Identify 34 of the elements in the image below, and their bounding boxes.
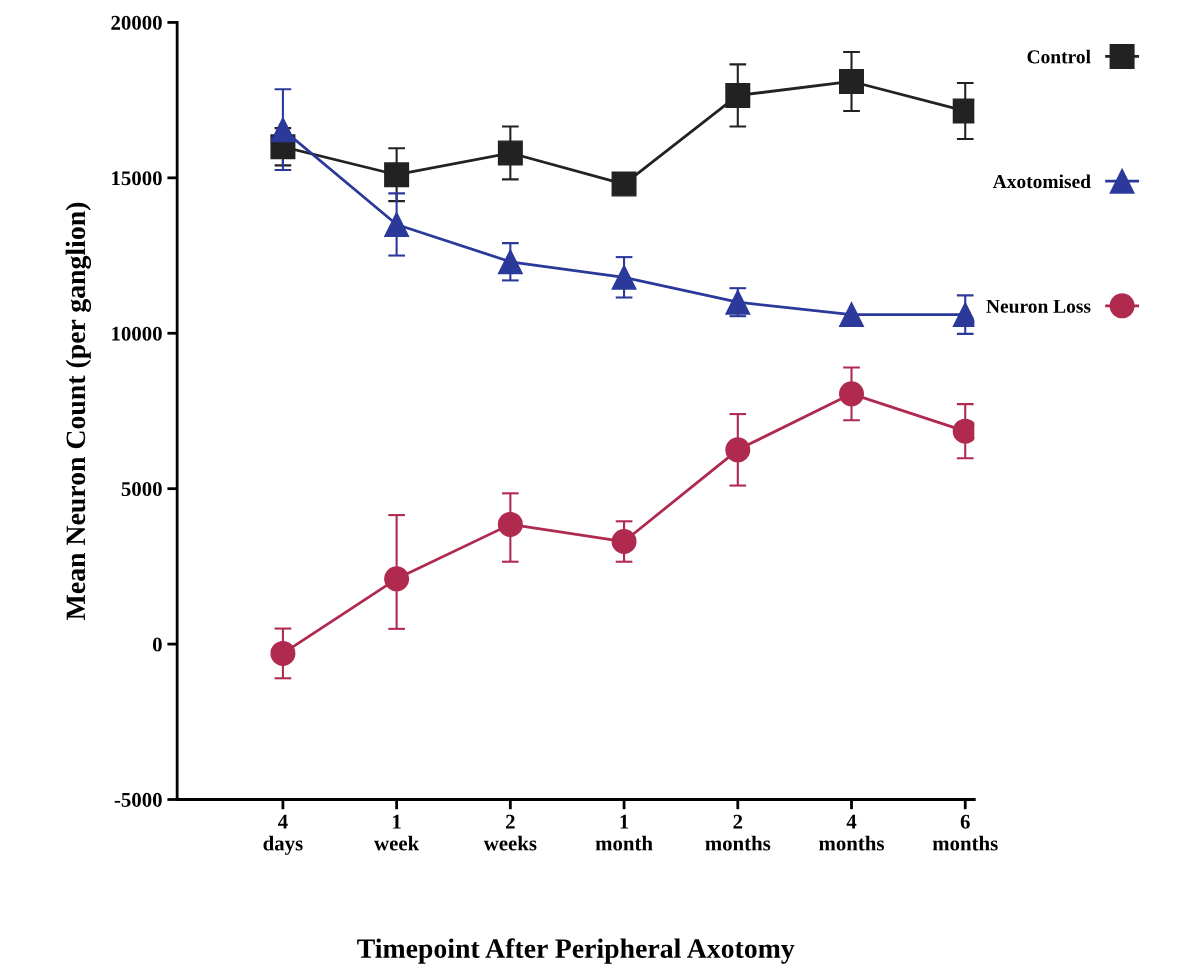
point bbox=[384, 566, 410, 592]
point bbox=[497, 249, 523, 275]
y-tick-label: -5000 bbox=[114, 792, 162, 807]
y-tick-label: 15000 bbox=[112, 171, 162, 186]
point bbox=[839, 381, 865, 407]
point bbox=[270, 117, 296, 143]
y-tick-label: 0 bbox=[152, 637, 162, 652]
x-tick-label: 2 weeks bbox=[483, 814, 537, 851]
y-tick-label: 10000 bbox=[112, 326, 162, 341]
x-axis-title: Timepoint After Peripheral Axotomy bbox=[357, 938, 795, 964]
x-tick-label: 2 months bbox=[705, 814, 771, 851]
legend-label: Axotomised bbox=[992, 174, 1091, 189]
point bbox=[497, 140, 523, 166]
x-tick-label: 4 months bbox=[819, 814, 884, 851]
point bbox=[384, 211, 410, 237]
x-tick-label: 1 month bbox=[595, 814, 653, 851]
x-tick-label: 4 days bbox=[263, 814, 303, 855]
point bbox=[725, 82, 751, 108]
y-axis-title: Mean Neuron Count (per ganglion) bbox=[65, 202, 92, 620]
x-tick-label: 1 week bbox=[374, 814, 420, 851]
point bbox=[725, 437, 751, 463]
y-tick-label: 20000 bbox=[111, 15, 162, 30]
point bbox=[384, 162, 410, 188]
point bbox=[611, 529, 637, 555]
point bbox=[839, 68, 865, 94]
legend-label: Neuron Loss bbox=[986, 299, 1091, 313]
point bbox=[270, 640, 296, 666]
legend-label: Control bbox=[1027, 49, 1091, 64]
point bbox=[497, 511, 523, 537]
y-tick-label: 5000 bbox=[121, 482, 162, 497]
point bbox=[839, 302, 865, 328]
point bbox=[611, 171, 637, 197]
x-tick-label: 6 months bbox=[932, 814, 998, 851]
point bbox=[611, 264, 637, 290]
